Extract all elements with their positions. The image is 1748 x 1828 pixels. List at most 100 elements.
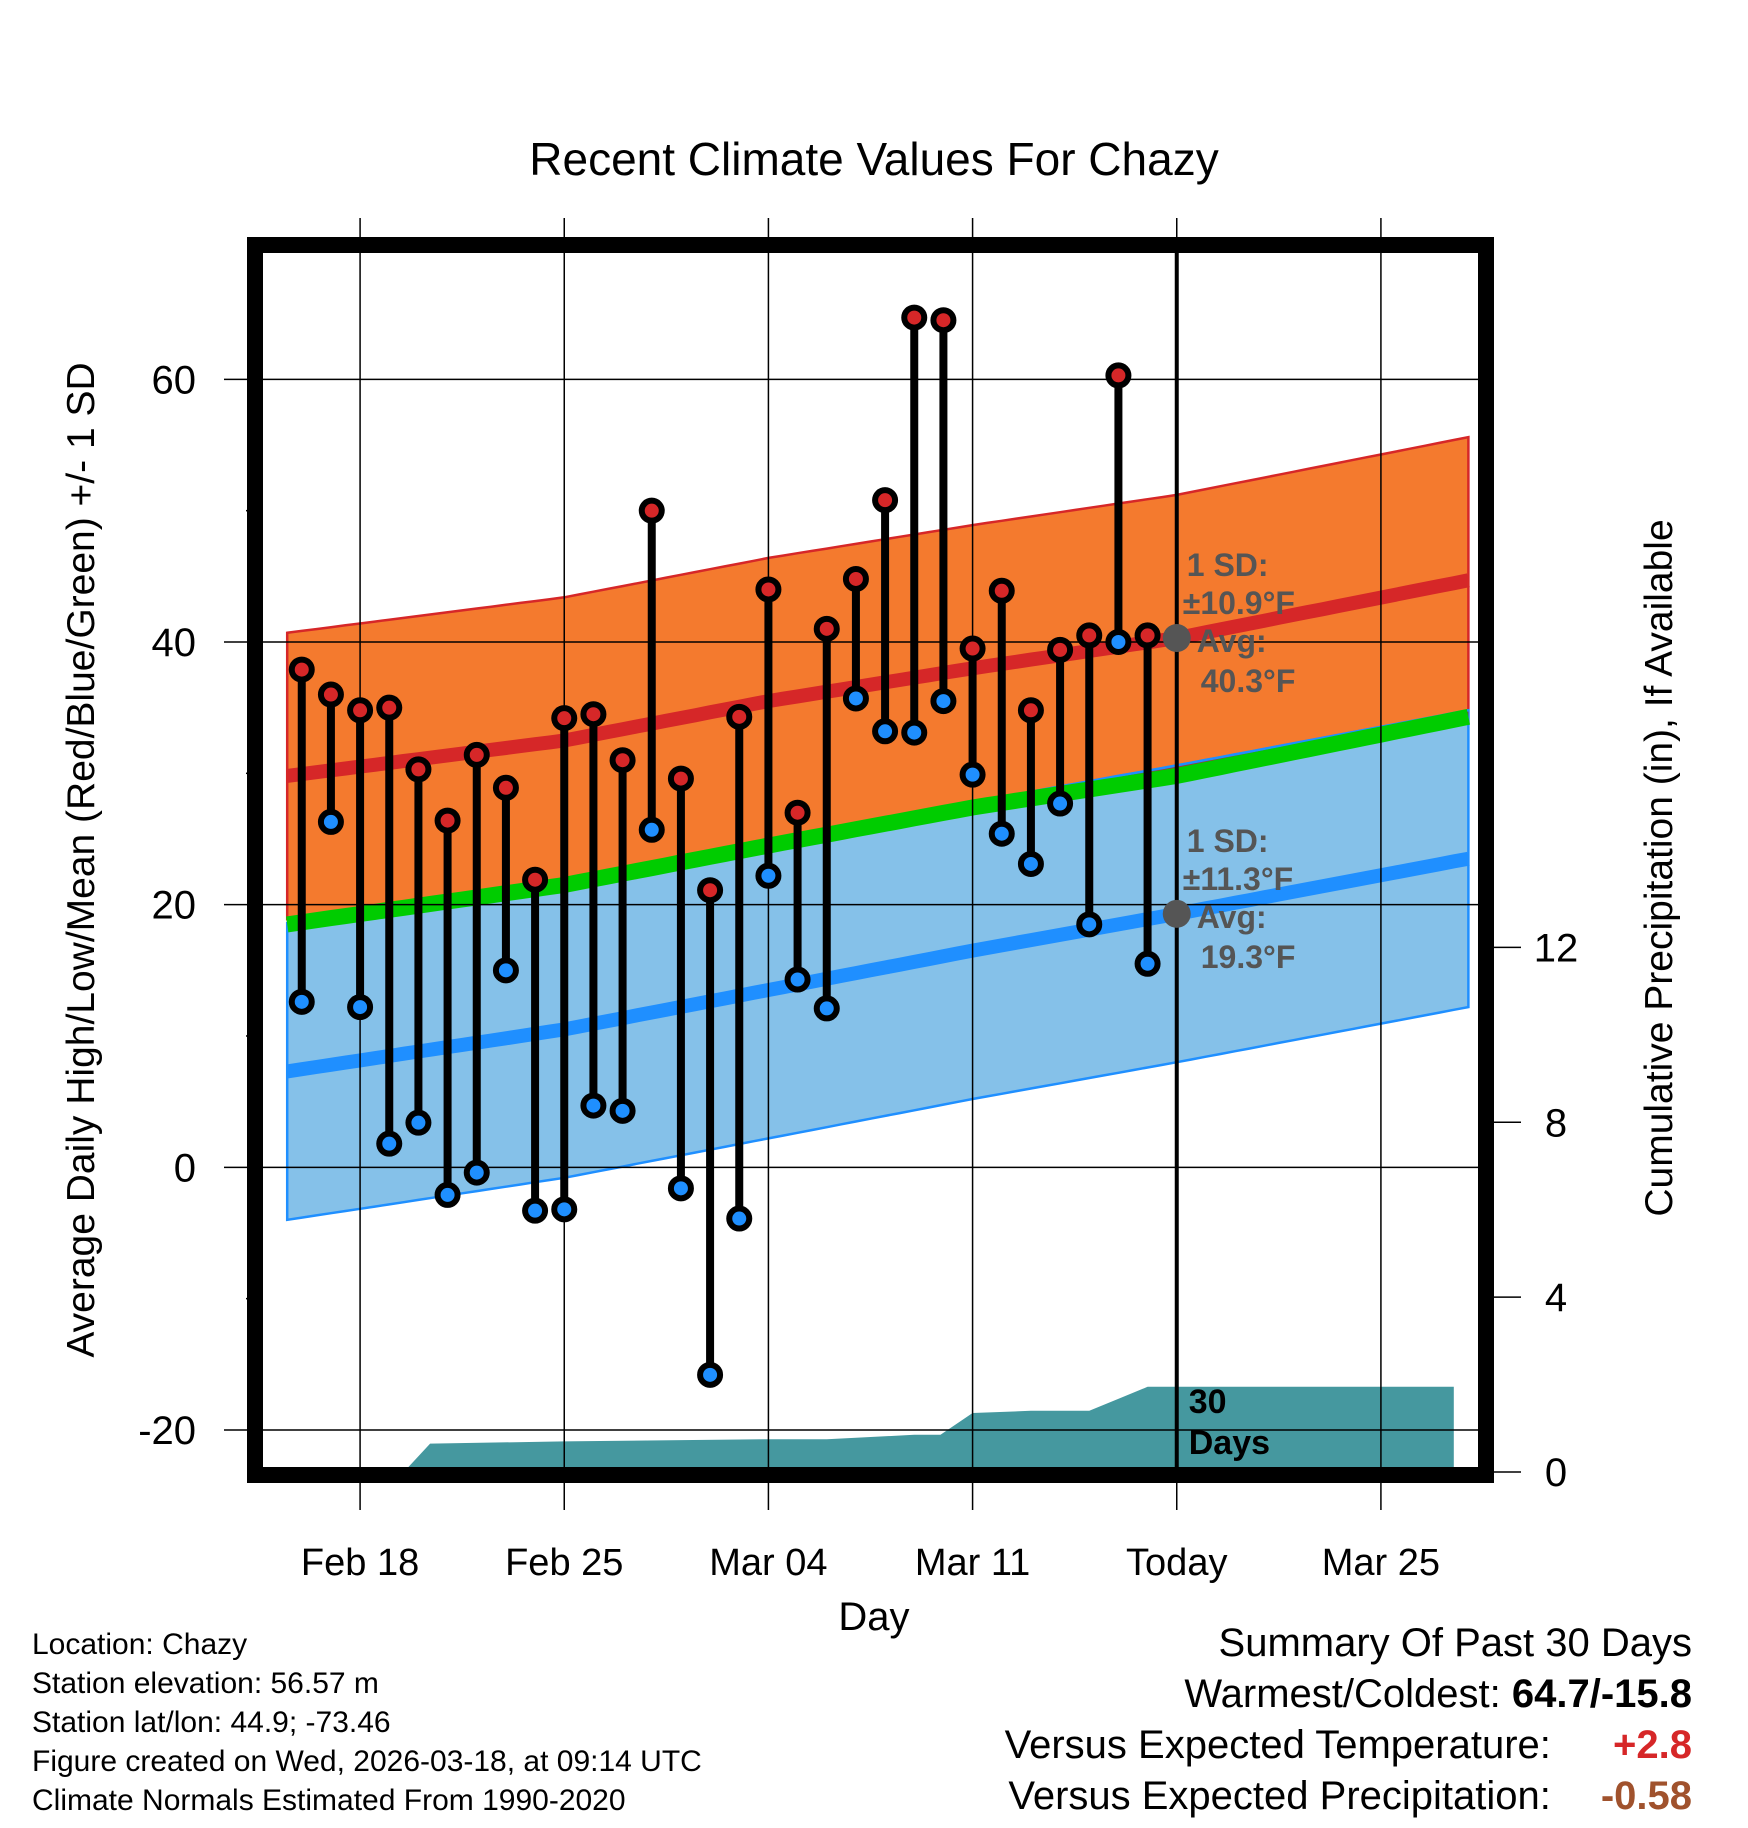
daily-high-point: [872, 487, 899, 514]
daily-low-point: [580, 1092, 607, 1119]
daily-low-point: [1076, 911, 1103, 938]
elevation-label: Station elevation: 56.57 m: [32, 1667, 379, 1700]
x-tick-label: Feb 25: [505, 1542, 623, 1584]
daily-low-point: [697, 1361, 724, 1388]
daily-low-point: [347, 994, 374, 1021]
daily-low-point: [1047, 790, 1074, 817]
chart-title: Recent Climate Values For Chazy: [529, 133, 1218, 185]
daily-low-point: [842, 685, 869, 712]
daily-low-point: [463, 1159, 490, 1186]
daily-high-point: [1076, 622, 1103, 649]
daily-high-point: [638, 497, 665, 524]
daily-high-point: [697, 877, 724, 904]
daily-low-point: [901, 719, 928, 746]
y-tick-label: 20: [152, 884, 197, 928]
y-tick-label: 60: [152, 358, 197, 402]
daily-low-point: [492, 957, 519, 984]
precip-row: Versus Expected Precipitation: -0.58: [1005, 1771, 1692, 1822]
daily-low-point: [667, 1175, 694, 1202]
warm-cold-value: 64.7/-15.8: [1511, 1672, 1692, 1716]
daily-low-point: [1105, 628, 1132, 655]
today-low-dot: [1162, 899, 1191, 928]
temp-value: +2.8: [1613, 1723, 1692, 1767]
location-label: Location: Chazy: [32, 1628, 248, 1661]
period-label-number: 30: [1189, 1383, 1227, 1421]
daily-high-point: [288, 656, 315, 683]
today-high-dot: [1162, 624, 1191, 653]
daily-high-point: [1047, 636, 1074, 663]
daily-low-point: [755, 862, 782, 889]
today-low-avg-value: 19.3°F: [1201, 939, 1296, 975]
daily-high-point: [667, 765, 694, 792]
warm-cold-row: Warmest/Coldest: 64.7/-15.8: [1005, 1669, 1692, 1720]
daily-low-point: [988, 820, 1015, 847]
precip-label: Versus Expected Precipitation:: [1008, 1774, 1551, 1818]
daily-high-point: [463, 741, 490, 768]
daily-low-point: [930, 688, 957, 715]
daily-low-point: [784, 966, 811, 993]
created-label: Figure created on Wed, 2026-03-18, at 09…: [32, 1745, 702, 1778]
x-axis-label: Day: [838, 1595, 909, 1639]
daily-high-point: [347, 697, 374, 724]
temp-label: Versus Expected Temperature:: [1004, 1723, 1551, 1767]
daily-low-point: [551, 1196, 578, 1223]
precip-area: [403, 1386, 1454, 1472]
period-label-unit: Days: [1189, 1424, 1270, 1462]
daily-high-point: [755, 576, 782, 603]
summary-panel: Summary Of Past 30 Days Warmest/Coldest:…: [1005, 1618, 1692, 1822]
daily-low-point: [434, 1181, 461, 1208]
daily-high-point: [901, 304, 928, 331]
daily-low-point: [522, 1197, 549, 1224]
daily-low-point: [405, 1109, 432, 1136]
summary-heading: Summary Of Past 30 Days: [1218, 1621, 1692, 1665]
y-tick-label: 40: [152, 621, 197, 665]
precip-value: -0.58: [1600, 1774, 1692, 1818]
daily-high-point: [813, 615, 840, 642]
daily-high-point: [1134, 622, 1161, 649]
y2-tick-label: 8: [1545, 1101, 1567, 1145]
daily-high-point: [376, 694, 403, 721]
today-low-sd-label: 1 SD:: [1187, 823, 1269, 859]
daily-low-point: [609, 1097, 636, 1124]
x-tick-label: Mar 25: [1322, 1542, 1440, 1584]
plot-frame: [247, 237, 1494, 1483]
daily-low-point: [1017, 850, 1044, 877]
y-tick-label: -20: [138, 1409, 196, 1453]
latlon-label: Station lat/lon: 44.9; -73.46: [32, 1706, 391, 1739]
daily-high-point: [405, 756, 432, 783]
normal-low-line: [286, 851, 1470, 1079]
today-low-sd-value: ±11.3°F: [1183, 861, 1293, 897]
today-low-avg-label: Avg:: [1197, 899, 1267, 935]
today-high-sd-label: 1 SD:: [1187, 547, 1269, 583]
x-tick-label: Mar 11: [915, 1542, 1030, 1584]
normals-label: Climate Normals Estimated From 1990-2020: [32, 1784, 626, 1817]
daily-high-point: [434, 807, 461, 834]
daily-low-point: [813, 995, 840, 1022]
daily-high-point: [726, 703, 753, 730]
y2-tick-label: 0: [1545, 1451, 1567, 1495]
daily-high-point: [551, 705, 578, 732]
y-axis-label-left: Average Daily High/Low/Mean (Red/Blue/Gr…: [60, 362, 103, 1357]
daily-low-point: [638, 816, 665, 843]
today-high-avg-value: 40.3°F: [1201, 663, 1296, 699]
daily-high-point: [1017, 697, 1044, 724]
x-tick-label: Today: [1126, 1542, 1227, 1584]
daily-low-point: [959, 761, 986, 788]
y-tick-label: 0: [174, 1146, 196, 1190]
daily-low-point: [317, 808, 344, 835]
daily-high-point: [317, 681, 344, 708]
daily-low-point: [288, 988, 315, 1015]
daily-low-point: [726, 1205, 753, 1232]
daily-high-point: [1105, 362, 1132, 389]
daily-high-point: [522, 866, 549, 893]
x-tick-label: Mar 04: [709, 1542, 827, 1584]
daily-high-point: [988, 577, 1015, 604]
x-tick-label: Feb 18: [301, 1542, 419, 1584]
warm-cold-label: Warmest/Coldest:: [1184, 1672, 1501, 1716]
daily-low-point: [1134, 950, 1161, 977]
y-axis-label-right: Cumulative Precipitation (in), If Availa…: [1638, 519, 1681, 1216]
station-info: Location: Chazy Station elevation: 56.57…: [32, 1625, 702, 1820]
today-high-avg-label: Avg:: [1197, 623, 1267, 659]
daily-high-point: [959, 635, 986, 662]
